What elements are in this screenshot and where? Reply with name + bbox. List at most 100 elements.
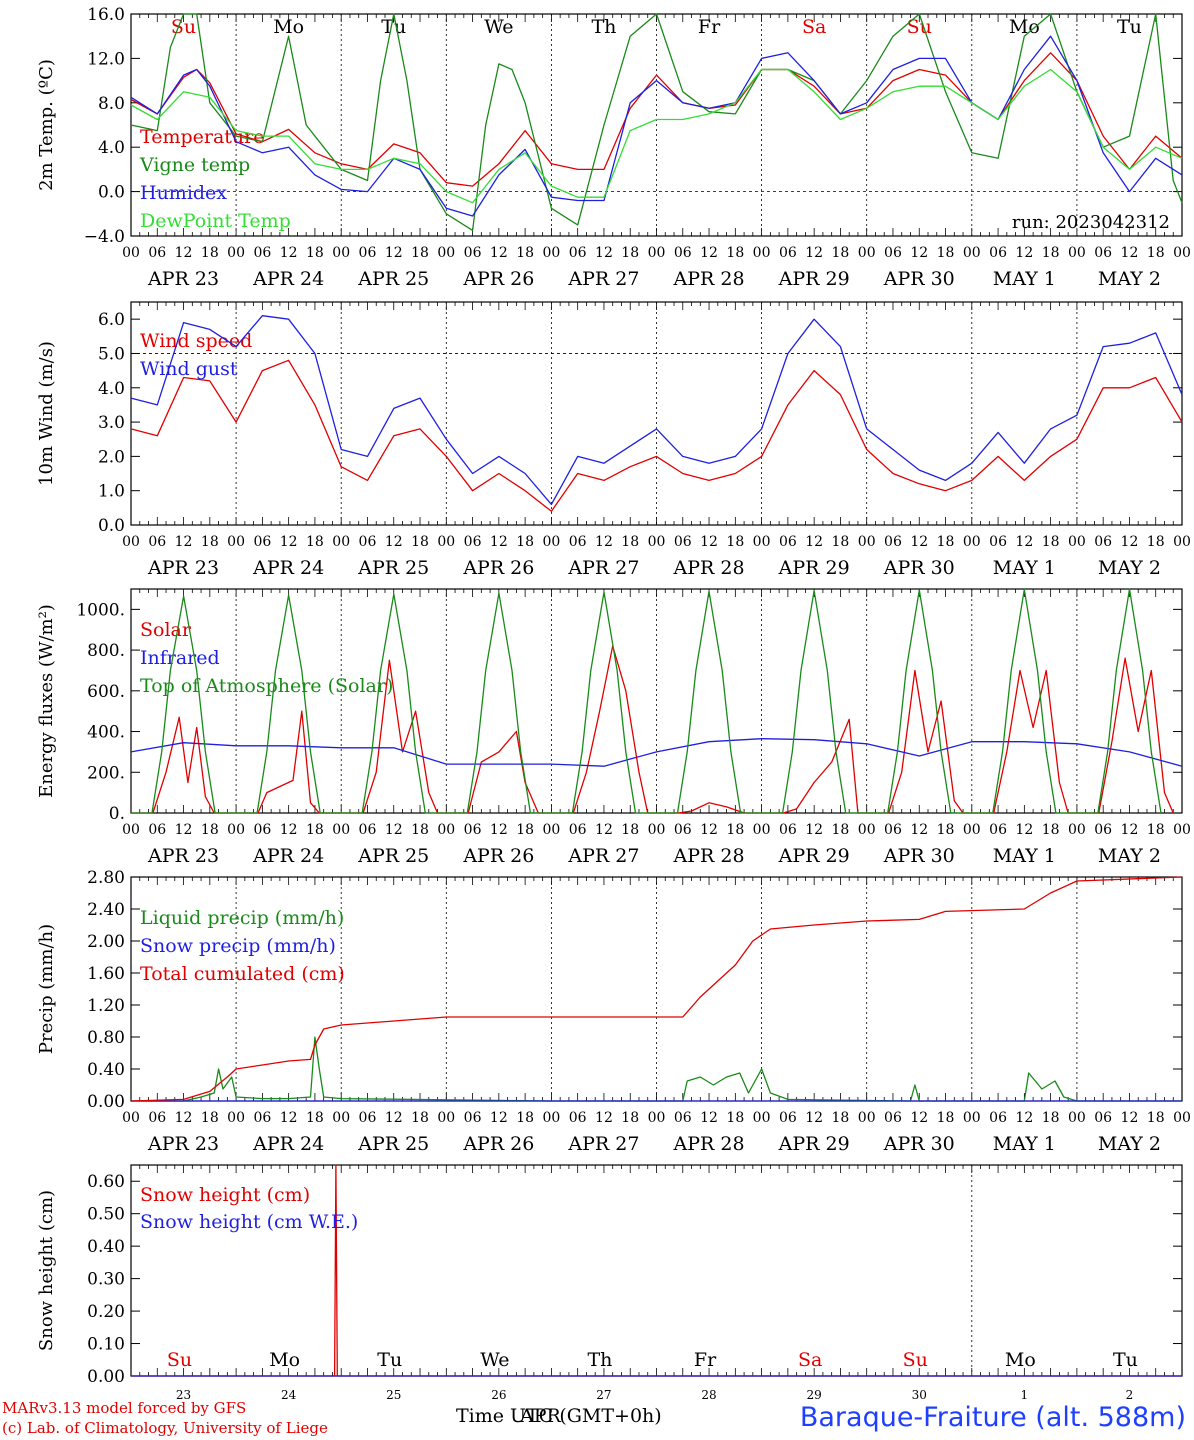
- hour-tick-label: 18: [306, 822, 324, 838]
- legend-entry: Top of Atmosphere (Solar): [140, 675, 393, 697]
- hour-tick-label: 18: [1147, 534, 1165, 550]
- x-axis-title: Time UTC (GMT+0h): [456, 1405, 662, 1427]
- day-label: APR 30: [883, 1133, 955, 1155]
- day-label: APR 25: [357, 845, 429, 867]
- run-label: run: 2023042312: [1012, 212, 1170, 233]
- day-label: APR 28: [673, 1133, 745, 1155]
- hour-tick-label: 06: [674, 1110, 692, 1126]
- day-label: APR 29: [778, 1133, 850, 1155]
- day-number-label: 27: [596, 1388, 611, 1402]
- y-tick-label: −4.0: [84, 227, 125, 247]
- hour-tick-label: 00: [437, 534, 455, 550]
- legend-entry: Liquid precip (mm/h): [140, 907, 344, 929]
- hour-tick-label: 12: [910, 1110, 928, 1126]
- hour-tick-label: 00: [122, 245, 140, 261]
- day-label: APR 28: [673, 557, 745, 579]
- hour-tick-label: 00: [963, 245, 981, 261]
- hour-tick-label: 00: [648, 1110, 666, 1126]
- day-label: MAY 2: [1098, 1133, 1161, 1155]
- weekday-label: Mo: [1009, 16, 1040, 38]
- y-tick-label: 1.20: [87, 996, 125, 1016]
- y-axis-label: Precip (mm/h): [36, 924, 57, 1054]
- weekday-label: Tu: [381, 16, 406, 38]
- legend-entry: Humidex: [140, 182, 227, 204]
- hour-tick-label: 12: [595, 1110, 613, 1126]
- hour-tick-label: 12: [175, 1110, 193, 1126]
- legend-entry: Snow height (cm W.E.): [140, 1211, 358, 1233]
- series-line-dewpoint-temp: [130, 68, 1183, 204]
- hour-tick-label: 12: [700, 1110, 718, 1126]
- hour-tick-label: 18: [411, 534, 429, 550]
- y-tick-label: 2.00: [87, 932, 125, 952]
- day-label: APR 24: [252, 557, 324, 579]
- y-tick-label: 16.0: [87, 5, 125, 25]
- day-label: APR 27: [567, 1133, 639, 1155]
- hour-tick-label: 18: [726, 245, 744, 261]
- hour-tick-label: 12: [385, 245, 403, 261]
- hour-tick-label: 12: [280, 822, 298, 838]
- hour-tick-label: 18: [516, 534, 534, 550]
- y-tick-label: 1.60: [87, 964, 125, 984]
- hour-tick-label: 06: [674, 245, 692, 261]
- hour-tick-label: 00: [858, 534, 876, 550]
- hour-tick-label: 18: [1147, 822, 1165, 838]
- day-label: APR 26: [462, 268, 534, 290]
- hour-tick-label: 06: [464, 245, 482, 261]
- x-axis-title-overlap: APR: [520, 1405, 561, 1427]
- hour-tick-label: 18: [832, 245, 850, 261]
- y-axis-label: 2m Temp. (ºC): [36, 59, 57, 191]
- hour-tick-label: 12: [1121, 822, 1139, 838]
- hour-tick-label: 06: [989, 245, 1007, 261]
- hour-tick-label: 00: [332, 534, 350, 550]
- hour-tick-label: 12: [490, 1110, 508, 1126]
- y-tick-label: 4.0: [98, 379, 125, 399]
- hour-tick-label: 18: [832, 534, 850, 550]
- day-number-label: 26: [491, 1388, 506, 1402]
- hour-tick-label: 18: [832, 822, 850, 838]
- day-label: APR 30: [883, 268, 955, 290]
- y-tick-label: 2.80: [87, 868, 125, 888]
- weekday-label: Fr: [694, 1349, 717, 1371]
- hour-tick-label: 06: [989, 1110, 1007, 1126]
- weekday-label: Sa: [802, 16, 826, 38]
- hour-tick-label: 00: [648, 245, 666, 261]
- hour-tick-label: 18: [726, 534, 744, 550]
- hour-tick-label: 18: [832, 1110, 850, 1126]
- hour-tick-label: 18: [621, 534, 639, 550]
- hour-tick-label: 00: [753, 1110, 771, 1126]
- y-tick-label: 4.0: [98, 138, 125, 158]
- day-label: APR 27: [567, 845, 639, 867]
- hour-tick-label: 06: [779, 245, 797, 261]
- day-label: APR 30: [883, 845, 955, 867]
- hour-tick-label: 12: [490, 245, 508, 261]
- credit-lab: (c) Lab. of Climatology, University of L…: [2, 1419, 328, 1437]
- day-label: APR 27: [567, 268, 639, 290]
- weekday-label: Su: [903, 1349, 928, 1371]
- hour-tick-label: 12: [175, 245, 193, 261]
- hour-tick-label: 06: [359, 822, 377, 838]
- hour-tick-label: 12: [280, 245, 298, 261]
- hour-tick-label: 00: [1068, 245, 1086, 261]
- hour-tick-label: 00: [1173, 1110, 1191, 1126]
- y-tick-label: 0.40: [87, 1237, 125, 1257]
- y-axis-label: Energy fluxes (W/m²): [36, 604, 57, 798]
- y-tick-label: 400.: [87, 723, 125, 743]
- y-tick-label: 0.00: [87, 1092, 125, 1112]
- hour-tick-label: 06: [359, 245, 377, 261]
- hour-tick-label: 18: [201, 245, 219, 261]
- day-number-label: 1: [1021, 1388, 1029, 1402]
- hour-tick-label: 06: [569, 822, 587, 838]
- hour-tick-label: 18: [306, 534, 324, 550]
- hour-tick-label: 12: [1015, 534, 1033, 550]
- hour-tick-label: 12: [385, 1110, 403, 1126]
- hour-tick-label: 06: [674, 822, 692, 838]
- weekday-label: Fr: [698, 16, 721, 38]
- y-tick-label: 1000.: [76, 600, 125, 620]
- y-tick-label: 0.80: [87, 1028, 125, 1048]
- hour-tick-label: 00: [963, 1110, 981, 1126]
- hour-tick-label: 12: [910, 822, 928, 838]
- hour-tick-label: 12: [1121, 534, 1139, 550]
- hour-tick-label: 18: [201, 822, 219, 838]
- day-label: APR 26: [462, 1133, 534, 1155]
- hour-tick-label: 00: [1173, 534, 1191, 550]
